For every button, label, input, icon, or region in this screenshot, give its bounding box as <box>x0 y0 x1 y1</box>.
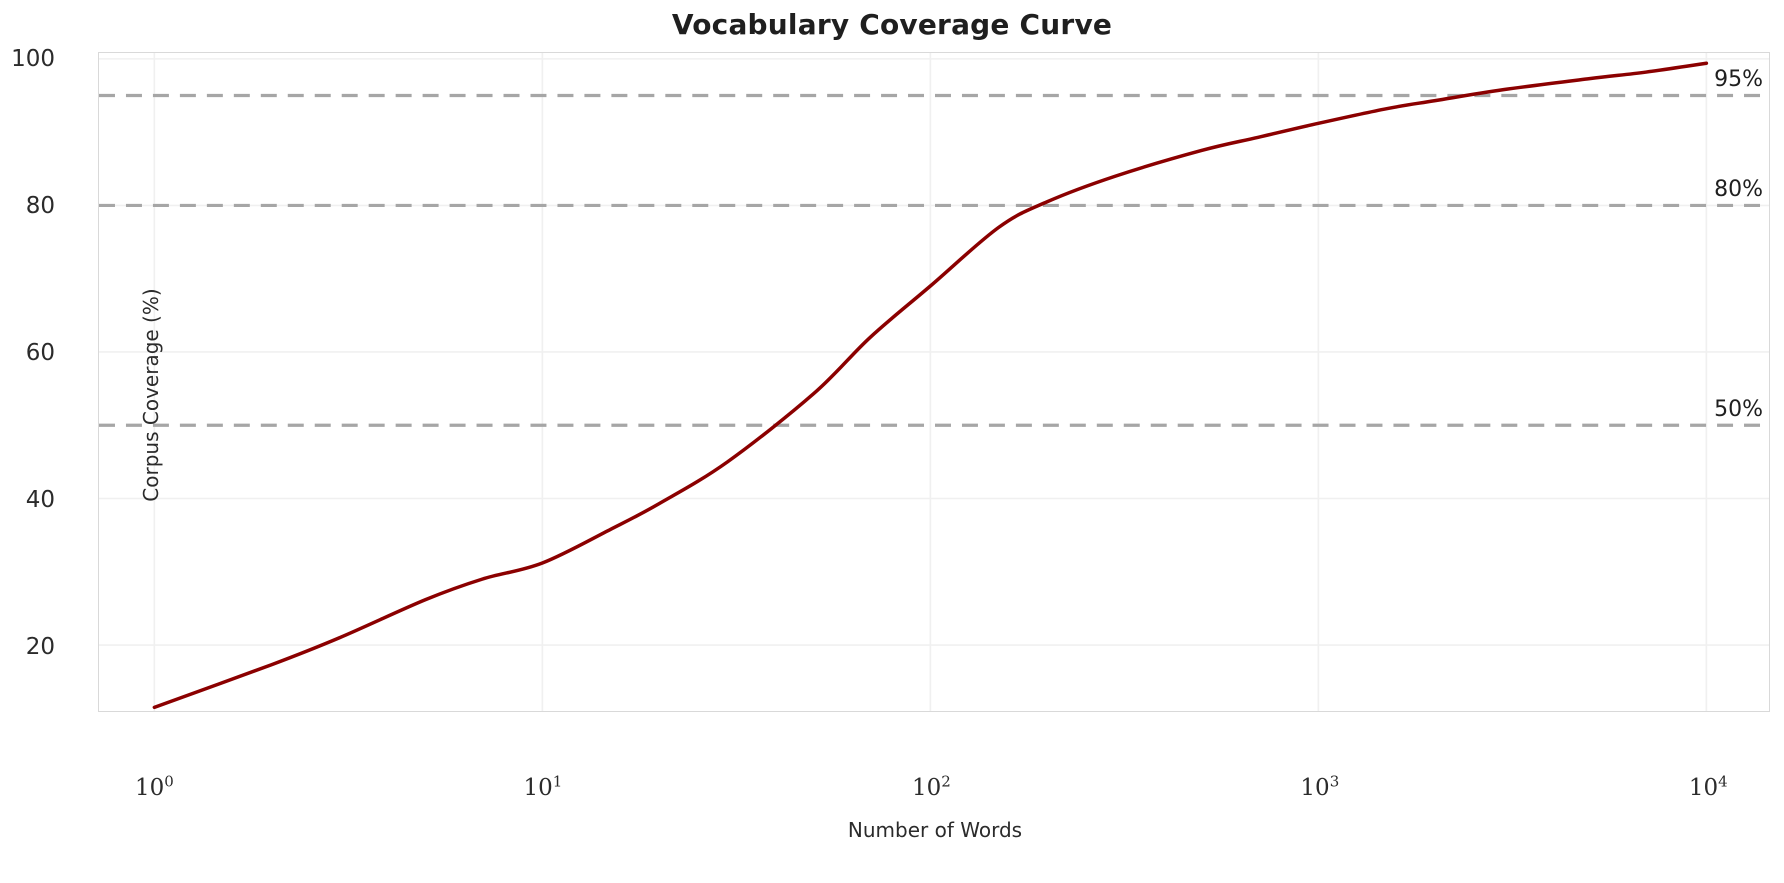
coverage-curve <box>152 61 1709 710</box>
chart-title: Vocabulary Coverage Curve <box>671 8 1113 41</box>
x-tick-label: 103 <box>1300 772 1340 801</box>
plot-canvas <box>99 53 1769 711</box>
threshold-label: 95% <box>1714 66 1763 92</box>
y-tick-label: 100 <box>11 45 55 72</box>
coverage-line <box>152 61 1709 710</box>
threshold-label: 80% <box>1714 176 1763 202</box>
x-tick-label: 102 <box>911 772 951 801</box>
x-tick-label: 100 <box>135 772 174 801</box>
gridlines <box>99 53 1769 711</box>
x-tick-label: 101 <box>523 772 563 801</box>
plot-area: 20 40 60 80 100 100 101 102 103 104 95% 80% 50% Co… <box>11 46 1770 842</box>
y-tick-label: 20 <box>25 633 55 660</box>
x-axis-label: Number of Words <box>847 818 1023 842</box>
y-tick-label: 40 <box>25 486 55 513</box>
y-tick-label: 60 <box>25 339 55 366</box>
y-tick-label: 80 <box>25 192 55 219</box>
threshold-label: 50% <box>1714 397 1763 423</box>
y-axis-label: Corpus Coverage (%) <box>139 288 163 502</box>
x-tick-label: 104 <box>1688 772 1728 801</box>
threshold-lines <box>99 93 1769 427</box>
